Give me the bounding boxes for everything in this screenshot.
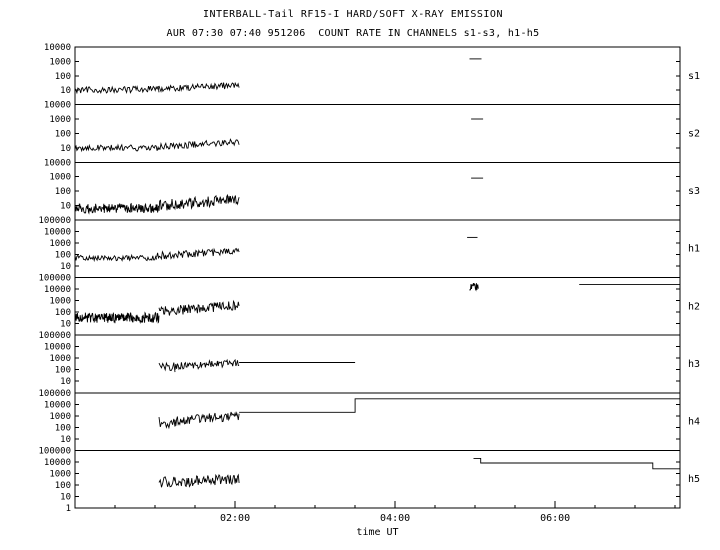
y-tick-label: 1000	[49, 297, 71, 307]
y-tick-label: 100	[55, 250, 71, 260]
data-series-s1	[74, 85, 160, 95]
data-series-h4	[239, 398, 680, 413]
data-series-s2	[158, 138, 240, 151]
y-tick-label: 10000	[44, 227, 71, 237]
panel-label-s2: s2	[688, 128, 700, 139]
x-tick-label: 02:00	[220, 513, 250, 524]
y-tick-label: 100	[55, 366, 71, 376]
panel-box-s2	[74, 104, 681, 163]
panel-label-h1: h1	[688, 244, 700, 255]
y-tick-label: 1000	[49, 239, 71, 249]
y-tick-label: 100	[55, 129, 71, 139]
panel-label-h2: h2	[688, 301, 700, 312]
panel-box-h4	[74, 392, 681, 451]
data-series-h3	[158, 361, 176, 373]
y-tick-label: 1000	[49, 115, 71, 125]
y-tick-label: 10	[60, 320, 71, 330]
panel-box-s1	[74, 46, 681, 106]
y-tick-label: 10000	[44, 101, 71, 111]
panel-box-h3	[74, 334, 681, 394]
y-tick-label: 1000	[49, 412, 71, 422]
y-tick-label: 100	[55, 187, 71, 197]
data-series-h2	[469, 282, 479, 292]
data-series-s3	[158, 193, 240, 211]
x-tick-label: 04:00	[380, 513, 410, 524]
y-tick-label: 1000	[49, 354, 71, 364]
y-tick-label: 1000	[49, 173, 71, 183]
data-series-h4	[174, 411, 240, 426]
panel-label-s3: s3	[688, 186, 700, 197]
y-tick-label: 10	[60, 201, 71, 211]
data-series-h3	[174, 358, 240, 371]
axes	[74, 46, 681, 509]
panel-label-s1: s1	[688, 71, 700, 82]
y-tick-label: 10000	[44, 343, 71, 353]
y-tick-label: 10	[60, 262, 71, 272]
chart-subtitle: AUR 07:30 07:40 951206 COUNT RATE IN CHA…	[166, 28, 540, 39]
y-tick-label: 10000	[44, 158, 71, 168]
panel-box-h5	[74, 449, 681, 509]
data-series-s1	[158, 81, 240, 93]
y-tick-label: 100000	[38, 274, 71, 284]
data-series-h5	[473, 457, 680, 470]
y-tick-label: 100	[55, 481, 71, 491]
data-series-h2	[74, 311, 160, 325]
y-tick-label: 10	[60, 144, 71, 154]
data-series-h5	[174, 473, 240, 488]
y-tick-label: 1000	[49, 469, 71, 479]
y-tick-label: 10	[60, 86, 71, 96]
panel-box-h1	[74, 219, 681, 278]
y-tick-label: 100000	[38, 216, 71, 226]
y-tick-label: 10	[60, 492, 71, 502]
y-tick-label: 100000	[38, 389, 71, 399]
y-tick-label: 10000	[44, 43, 71, 53]
data-series-s2	[74, 143, 160, 153]
chart-title: INTERBALL-Tail RF15-I HARD/SOFT X-RAY EM…	[203, 9, 503, 20]
panel-label-h5: h5	[688, 474, 700, 485]
data-series-s3	[74, 202, 160, 215]
data-series-h2	[158, 299, 240, 316]
y-tick-label: 100000	[38, 446, 71, 456]
y-tick-label: 100	[55, 423, 71, 433]
y-tick-label: 100	[55, 308, 71, 318]
y-tick-label: 100000	[38, 331, 71, 341]
series-group	[74, 58, 680, 488]
x-tick-label: 06:00	[540, 513, 570, 524]
panel-label-h4: h4	[688, 417, 700, 428]
data-series-h5	[158, 476, 176, 488]
panel-label-h3: h3	[688, 359, 700, 370]
y-tick-label: 10000	[44, 458, 71, 468]
labels: 10000100010010s110000100010010s210000100…	[38, 43, 700, 524]
y-tick-label: 1000	[49, 57, 71, 67]
y-tick-label: 10000	[44, 285, 71, 295]
x-axis-label: time UT	[356, 527, 399, 538]
y-tick-label: 100	[55, 72, 71, 82]
y-base-label: 1	[66, 504, 71, 514]
panel-box-s3	[74, 161, 681, 221]
data-series-h1	[74, 253, 158, 263]
y-tick-label: 10	[60, 435, 71, 445]
data-series-h4	[158, 417, 176, 430]
y-tick-label: 10	[60, 377, 71, 387]
data-series-h1	[156, 247, 240, 261]
y-tick-label: 10000	[44, 400, 71, 410]
